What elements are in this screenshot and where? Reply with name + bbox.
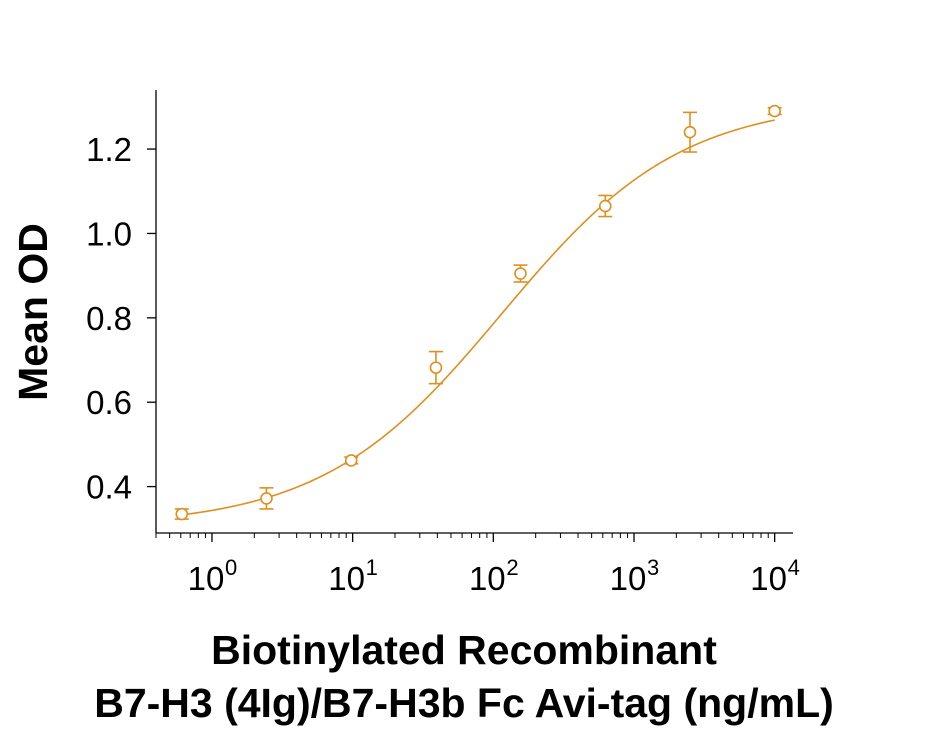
y-tick-label: 0.6 <box>86 384 132 421</box>
data-point <box>513 264 528 283</box>
x-tick-exponent: 2 <box>506 555 518 580</box>
x-tick-exponent: 4 <box>788 555 800 580</box>
x-axis-label-line-2: B7-H3 (4Ig)/B7-H3b Fc Avi-tag (ng/mL) <box>94 680 834 726</box>
x-tick-label: 10 <box>469 560 506 597</box>
y-tick-label: 1.2 <box>86 131 132 168</box>
data-point <box>428 350 443 385</box>
point-marker <box>598 199 612 213</box>
tick-marks <box>147 148 776 542</box>
data-points <box>174 104 782 521</box>
point-marker <box>260 492 273 505</box>
x-tick-label: 10 <box>328 560 365 597</box>
x-axis-label-line-1: Biotinylated Recombinant <box>211 627 717 673</box>
point-marker <box>344 454 358 467</box>
point-marker <box>429 361 443 374</box>
x-tick-label: 10 <box>610 560 647 597</box>
y-tick-label: 1.0 <box>86 215 132 252</box>
y-tick-label: 0.4 <box>86 469 132 506</box>
data-point <box>682 111 697 153</box>
point-marker <box>768 104 781 118</box>
data-point <box>344 454 359 467</box>
tick-labels: 0.40.60.81.01.210 0 10 1 10 2 10 3 10 4 <box>86 131 800 597</box>
data-point <box>174 507 189 521</box>
x-tick-label: 10 <box>750 560 787 597</box>
point-marker <box>175 507 189 521</box>
axes <box>155 90 793 534</box>
x-tick-exponent: 1 <box>366 555 378 580</box>
point-marker <box>514 267 527 280</box>
fit-curve-group <box>181 119 775 516</box>
data-point <box>767 104 782 118</box>
data-point <box>598 194 613 218</box>
x-tick-exponent: 0 <box>225 555 237 580</box>
point-marker <box>683 125 697 139</box>
y-tick-label: 0.8 <box>86 300 132 337</box>
data-point <box>259 487 274 510</box>
y-axis-label: Mean OD <box>10 223 56 401</box>
fit-curve <box>181 119 775 516</box>
x-tick-exponent: 3 <box>647 555 659 580</box>
x-tick-label: 10 <box>188 560 225 597</box>
